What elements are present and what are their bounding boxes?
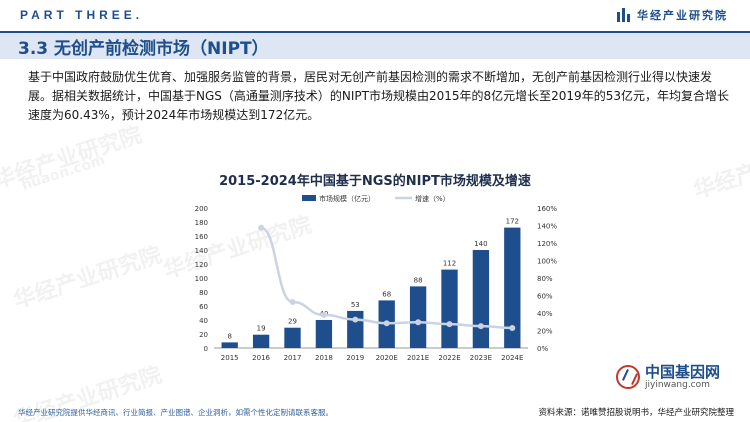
x-axis-tick-label: 2023E	[470, 354, 492, 362]
left-axis-tick-label: 140	[195, 247, 208, 255]
bar	[472, 250, 490, 348]
dna-icon	[616, 365, 640, 389]
x-axis-tick-label: 2024E	[501, 354, 523, 362]
bar-value-label: 29	[288, 318, 297, 326]
bar-value-label: 140	[474, 240, 487, 248]
right-axis-tick-label: 40%	[537, 310, 553, 318]
right-axis-tick-label: 160%	[537, 205, 557, 213]
left-axis-tick-label: 60	[199, 303, 208, 311]
left-axis-tick-label: 160	[195, 233, 208, 241]
growth-point	[320, 311, 327, 318]
growth-point	[509, 324, 516, 331]
left-axis-tick-label: 180	[195, 219, 208, 227]
legend-swatch-market-size	[302, 195, 316, 201]
growth-point	[258, 224, 265, 231]
bar	[504, 227, 521, 348]
section-title-bar	[0, 31, 750, 59]
bar	[441, 269, 458, 348]
x-axis-tick-label: 2015	[221, 354, 239, 362]
footer-note: 华经产业研究院提供华经商讯、行业简报、产业图谱、企业洞析，如需个性化定制请联系客…	[18, 408, 333, 417]
growth-point	[289, 298, 296, 305]
brand-logo-icon	[617, 8, 631, 22]
bar	[284, 327, 301, 348]
part-label: PART THREE.	[20, 8, 144, 22]
left-axis-tick-label: 20	[199, 331, 208, 339]
left-axis-tick-label: 100	[195, 275, 208, 283]
bar	[252, 334, 270, 348]
source-logo: 中国基因网 jiyinwang.com	[616, 364, 720, 390]
x-axis-tick-label: 2017	[284, 354, 302, 362]
bar	[315, 320, 333, 348]
right-axis-tick-label: 0%	[537, 345, 548, 353]
growth-point	[383, 320, 390, 327]
body-paragraph: 基于中国政府鼓励优生优育、加强服务监管的背景，居民对无创产前基因检测的需求不断增…	[28, 70, 729, 122]
brand-name: 华经产业研究院	[637, 9, 728, 22]
right-axis-tick-label: 140%	[537, 223, 557, 231]
right-axis-tick-label: 100%	[537, 258, 557, 266]
bar-value-label: 112	[443, 260, 456, 268]
brand: 华经产业研究院	[617, 7, 728, 23]
bar-value-label: 68	[382, 290, 391, 298]
bar-value-label: 172	[506, 218, 519, 226]
bar-value-label: 53	[351, 301, 360, 309]
bar-value-label: 88	[414, 276, 423, 284]
legend-label-market-size: 市场规模（亿元）	[319, 194, 375, 203]
legend-label-growth: 增速（%）	[415, 194, 450, 203]
right-axis-tick-label: 20%	[537, 328, 553, 336]
chart-title: 2015-2024年中国基于NGS的NIPT市场规模及增速	[219, 174, 531, 189]
right-axis-tick-label: 80%	[537, 275, 553, 283]
left-axis-tick-label: 40	[199, 317, 208, 325]
bar	[221, 342, 238, 348]
source-logo-url: jiyinwang.com	[645, 380, 710, 390]
bar	[409, 286, 427, 348]
data-source: 资料来源：诺唯赞招股说明书，华经产业研究院整理	[538, 408, 734, 418]
left-axis-tick-label: 80	[199, 289, 208, 297]
growth-point	[352, 316, 359, 323]
x-axis-tick-label: 2021E	[407, 354, 429, 362]
section-title: 3.3 无创产前检测市场（NIPT）	[18, 39, 269, 59]
x-axis-tick-label: 2016	[252, 354, 270, 362]
x-axis-tick-label: 2019	[346, 354, 364, 362]
growth-point	[415, 319, 422, 326]
left-axis-tick-label: 200	[195, 205, 208, 213]
right-axis-tick-label: 60%	[537, 293, 553, 301]
x-axis-tick-label: 2020E	[376, 354, 398, 362]
x-axis-tick-label: 2022E	[438, 354, 460, 362]
left-axis-tick-label: 0	[204, 345, 208, 353]
growth-point	[477, 323, 484, 330]
bar-value-label: 8	[227, 332, 231, 340]
x-axis-tick-label: 2018	[315, 354, 333, 362]
source-logo-name: 中国基因网	[645, 363, 721, 381]
growth-point	[446, 321, 453, 328]
bar	[347, 310, 364, 348]
right-axis-tick-label: 120%	[537, 240, 557, 248]
bar-value-label: 19	[257, 325, 266, 333]
left-axis-tick-label: 120	[195, 261, 208, 269]
